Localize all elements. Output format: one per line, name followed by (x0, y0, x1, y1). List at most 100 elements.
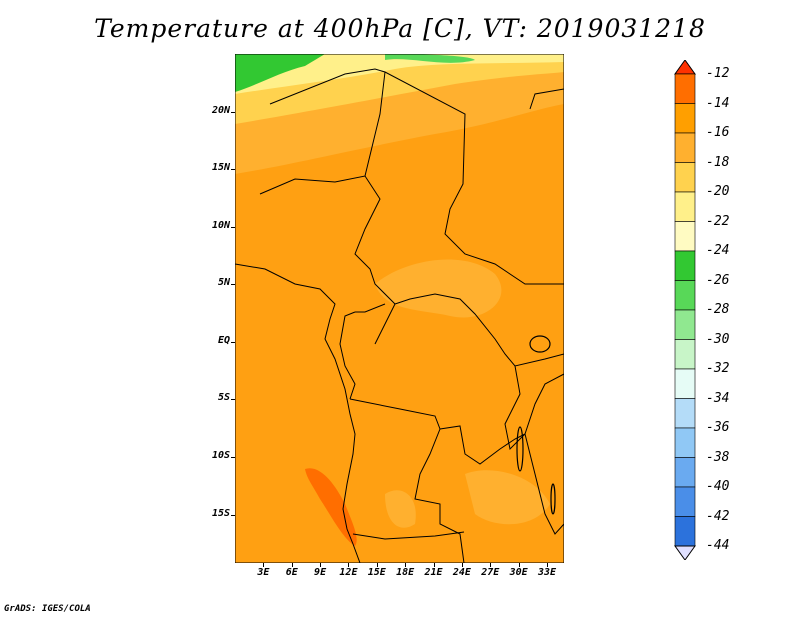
footer-credit: GrADS: IGES/COLA (4, 604, 91, 614)
colorbar-swatch (674, 516, 696, 547)
longitude-tick (547, 563, 548, 567)
longitude-label: 27E (481, 567, 500, 578)
temp-patch-south-east (465, 470, 550, 525)
latitude-label: 15N (211, 162, 230, 174)
longitude-tick (320, 563, 321, 567)
colorbar-swatch (674, 103, 696, 134)
colorbar-label: -34 (706, 390, 730, 406)
latitude-tick (231, 112, 235, 113)
colorbar-label: -26 (706, 272, 730, 288)
latitude-label: 15S (211, 507, 230, 519)
colorbar-swatch (674, 427, 696, 458)
latitude-tick (231, 399, 235, 400)
colorbar-label: -12 (706, 66, 730, 81)
longitude-label: 30E (509, 567, 528, 578)
border-west-central (259, 175, 396, 345)
colorbar-swatch (674, 457, 696, 488)
longitude-tick (405, 563, 406, 567)
longitude-tick (462, 563, 463, 567)
colorbar-label: -16 (706, 125, 730, 140)
longitude-tick (377, 563, 378, 567)
lakes (516, 335, 556, 515)
colorbar-swatch (674, 486, 696, 517)
latitude-tick (231, 169, 235, 170)
colorbar-label: -36 (706, 420, 730, 435)
colorbar-swatch (674, 280, 696, 311)
temperature-map (235, 54, 564, 563)
longitude-tick (348, 563, 349, 567)
colorbar-swatch (674, 398, 696, 429)
latitude-label: 5S (217, 392, 230, 404)
temp-band-north-green (235, 54, 325, 92)
colorbar-swatch (674, 339, 696, 370)
border-angola-namibia (352, 531, 465, 540)
colorbar-swatch (674, 191, 696, 222)
longitude-label: 33E (537, 567, 556, 578)
longitude-tick (292, 563, 293, 567)
colorbar-label: -28 (706, 302, 730, 317)
lake-tanganyika (516, 426, 524, 472)
latitude-label: EQ (217, 334, 230, 346)
map-boundaries (235, 68, 564, 563)
longitude-label: 6E (285, 567, 298, 578)
colorbar-label: -40 (706, 479, 730, 494)
colorbar-label: -32 (706, 361, 730, 376)
colorbar-swatch (674, 221, 696, 252)
colorbar-label: -38 (706, 449, 730, 465)
colorbar-top-arrow (674, 59, 696, 75)
colorbar-label: -30 (706, 331, 730, 347)
longitude-tick (519, 563, 520, 567)
latitude-tick (231, 342, 235, 343)
temp-band-north-green-2 (385, 54, 475, 63)
colorbar-swatch (674, 73, 696, 104)
colorbar-label: -44 (706, 538, 730, 553)
colorbar-label: -18 (706, 154, 730, 170)
coastline-west (235, 263, 361, 563)
border-car-south (394, 293, 564, 367)
colorbar-label: -14 (706, 95, 730, 111)
temp-patch-central (375, 259, 502, 318)
latitude-label: 10S (211, 450, 230, 462)
longitude-tick (490, 563, 491, 567)
border-cameroon (355, 303, 386, 313)
longitude-tick (434, 563, 435, 567)
longitude-label: 21E (424, 567, 443, 578)
colorbar-swatch (674, 162, 696, 193)
border-drc (349, 398, 465, 563)
longitude-label: 3E (257, 567, 270, 578)
latitude-label: 20N (211, 104, 230, 116)
colorbar-label: -20 (706, 184, 730, 199)
latitude-tick (231, 227, 235, 228)
latitude-label: 10N (211, 219, 230, 231)
latitude-label: 5N (217, 277, 230, 289)
border-north (269, 68, 564, 285)
lake-malawi (550, 483, 556, 515)
temp-band-north-3 (235, 54, 564, 94)
colorbar-label: -42 (706, 508, 730, 524)
colorbar-swatch (674, 368, 696, 399)
latitude-tick (231, 515, 235, 516)
border-gabon (339, 311, 356, 400)
longitude-label: 12E (339, 567, 358, 578)
colorbar-swatch (674, 309, 696, 340)
border-drc-east (439, 425, 526, 465)
map-canvas (235, 54, 564, 563)
border-northeast (529, 88, 564, 110)
longitude-label: 9E (314, 567, 327, 578)
temp-patch-south (385, 490, 416, 528)
border-niger-chad (364, 71, 386, 177)
colorbar-bottom-arrow (674, 545, 696, 561)
latitude-tick (231, 457, 235, 458)
longitude-label: 18E (396, 567, 415, 578)
longitude-label: 24E (452, 567, 471, 578)
map-title: Temperature at 400hPa [C], VT: 201903121… (94, 14, 706, 43)
colorbar-swatch (674, 250, 696, 281)
colorbar-graphic (674, 59, 696, 561)
border-tanzania (524, 433, 564, 535)
latitude-tick (231, 284, 235, 285)
colorbar (670, 59, 700, 561)
lake-victoria (529, 335, 551, 353)
temp-patch-warm (305, 468, 357, 546)
longitude-tick (263, 563, 264, 567)
longitude-label: 15E (367, 567, 386, 578)
